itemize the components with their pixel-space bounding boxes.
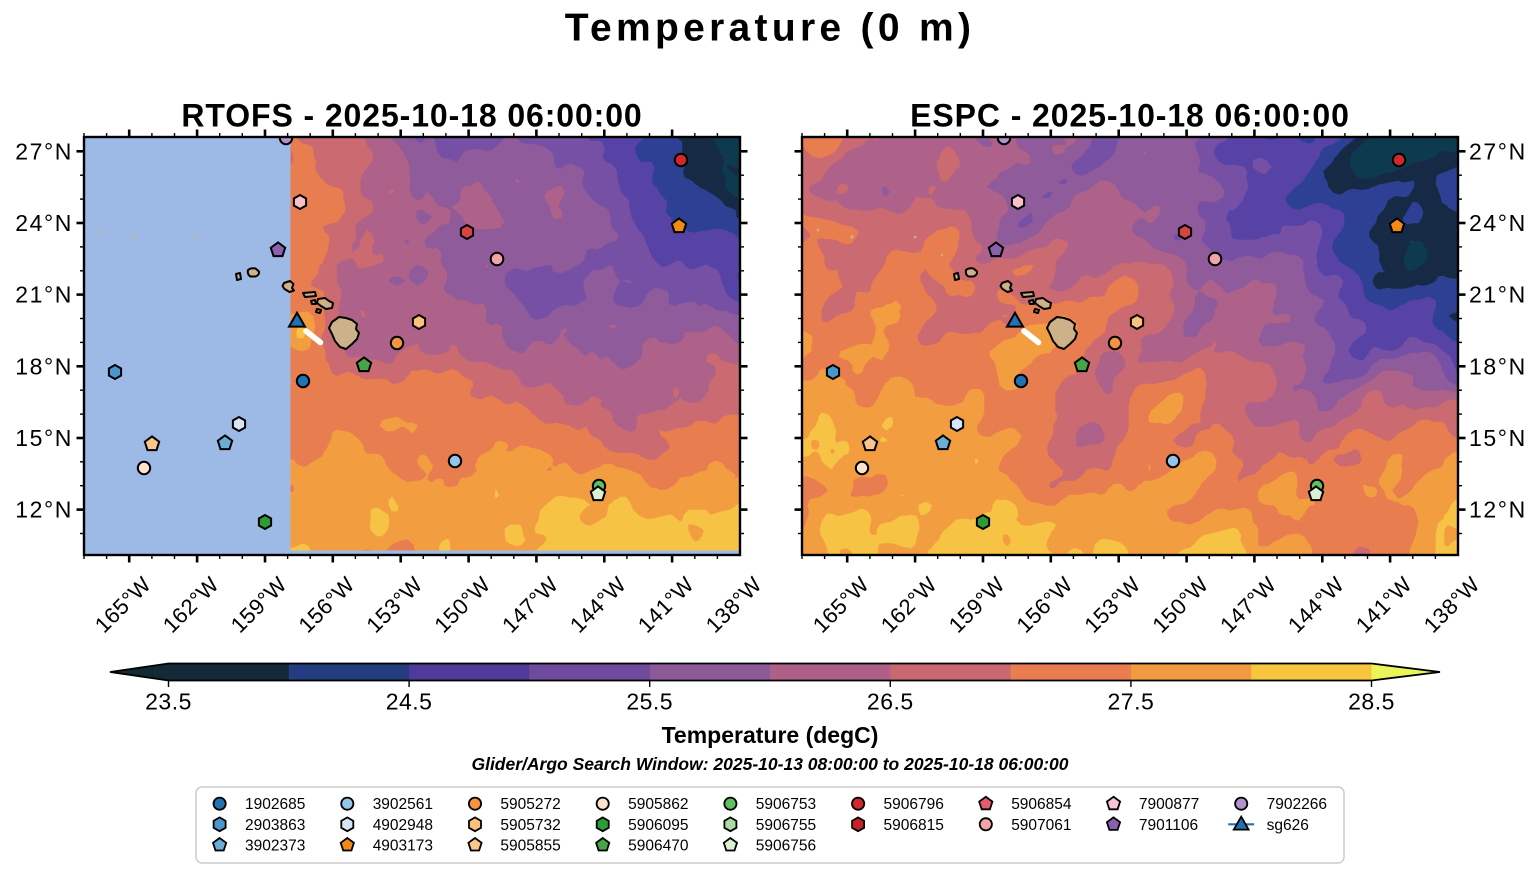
svg-text:5905272: 5905272 [500,796,560,813]
svg-text:7900877: 7900877 [1139,796,1199,813]
svg-text:5906854: 5906854 [1011,796,1072,813]
svg-text:1902685: 1902685 [245,796,305,813]
svg-text:2903863: 2903863 [245,817,305,834]
svg-text:Glider/Argo Search Window: 202: Glider/Argo Search Window: 2025-10-13 08… [471,754,1068,774]
svg-text:7901106: 7901106 [1139,817,1198,834]
svg-text:28.5: 28.5 [1348,689,1395,715]
svg-text:18°N: 18°N [1469,353,1527,379]
svg-text:7902266: 7902266 [1267,796,1327,813]
svg-text:5905862: 5905862 [628,796,688,813]
svg-text:12°N: 12°N [1469,497,1527,523]
svg-text:25.5: 25.5 [626,689,673,715]
svg-text:Temperature (0 m): Temperature (0 m) [565,7,975,50]
svg-text:27°N: 27°N [15,138,73,164]
svg-text:5906753: 5906753 [756,796,816,813]
svg-text:5905732: 5905732 [500,817,560,834]
svg-text:24°N: 24°N [1469,210,1527,236]
svg-text:4903173: 4903173 [373,837,433,854]
svg-text:26.5: 26.5 [867,689,914,715]
svg-text:5907061: 5907061 [1011,817,1071,834]
svg-text:Temperature (degC): Temperature (degC) [662,722,879,748]
svg-text:24.5: 24.5 [386,689,433,715]
svg-text:12°N: 12°N [15,497,73,523]
svg-text:3902561: 3902561 [373,796,433,813]
svg-text:5906755: 5906755 [756,817,816,834]
svg-text:ESPC - 2025-10-18 06:00:00: ESPC - 2025-10-18 06:00:00 [910,98,1350,134]
svg-text:27.5: 27.5 [1108,689,1155,715]
svg-text:5905855: 5905855 [500,837,560,854]
svg-text:21°N: 21°N [1469,282,1527,308]
svg-text:23.5: 23.5 [145,689,192,715]
svg-text:5906470: 5906470 [628,837,689,854]
svg-text:5906796: 5906796 [884,796,944,813]
svg-text:sg626: sg626 [1267,817,1309,834]
svg-text:5906095: 5906095 [628,817,688,834]
svg-text:4902948: 4902948 [373,817,433,834]
svg-text:15°N: 15°N [15,425,73,451]
svg-text:15°N: 15°N [1469,425,1527,451]
svg-text:21°N: 21°N [15,282,73,308]
svg-text:27°N: 27°N [1469,138,1527,164]
svg-text:RTOFS - 2025-10-18 06:00:00: RTOFS - 2025-10-18 06:00:00 [181,98,642,134]
svg-text:24°N: 24°N [15,210,73,236]
svg-text:3902373: 3902373 [245,837,305,854]
svg-text:5906815: 5906815 [884,817,944,834]
svg-text:18°N: 18°N [15,353,73,379]
svg-text:5906756: 5906756 [756,837,816,854]
